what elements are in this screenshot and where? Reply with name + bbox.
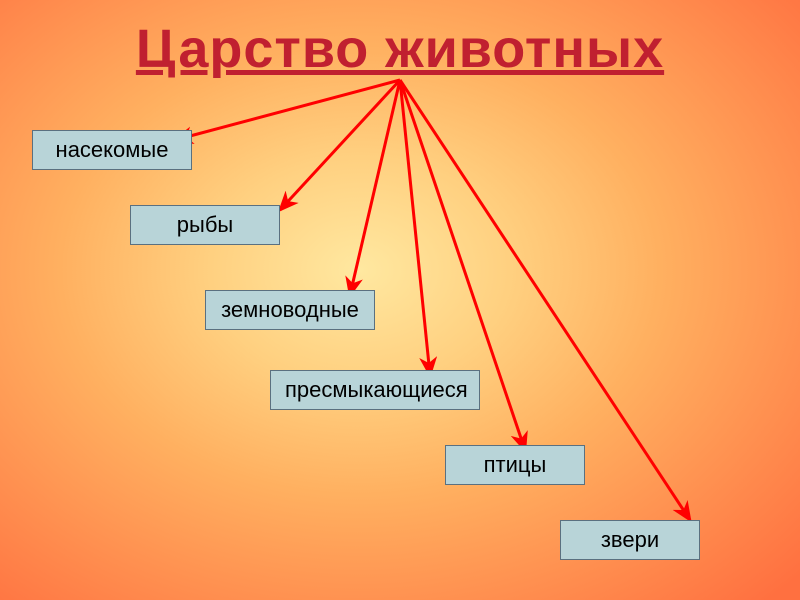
node-label: птицы [484, 452, 547, 477]
node-label: звери [601, 527, 659, 552]
node-reptiles: пресмыкающиеся [270, 370, 480, 410]
diagram-title: Царство животных [0, 18, 800, 80]
node-label: рыбы [177, 212, 233, 237]
node-label: земноводные [221, 297, 359, 322]
node-amphibians: земноводные [205, 290, 375, 330]
slide-background [0, 0, 800, 600]
node-fish: рыбы [130, 205, 280, 245]
node-label: пресмыкающиеся [285, 377, 468, 402]
node-birds: птицы [445, 445, 585, 485]
node-insects: насекомые [32, 130, 192, 170]
node-label: насекомые [56, 137, 169, 162]
node-mammals: звери [560, 520, 700, 560]
